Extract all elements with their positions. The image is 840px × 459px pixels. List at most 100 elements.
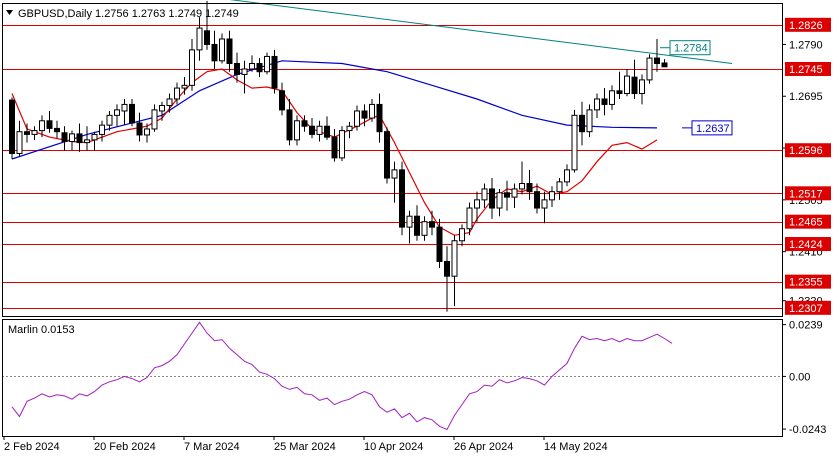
- candle-body-21: [166, 98, 173, 107]
- level-badge-6: [785, 274, 831, 289]
- candle-body-14: [114, 109, 120, 116]
- candle-body-38: [294, 120, 300, 141]
- candle-35: [271, 49, 278, 94]
- candle-54: [414, 205, 420, 241]
- candle-26: [204, 0, 210, 50]
- candle-body-68: [519, 182, 525, 190]
- candle-46: [354, 105, 360, 131]
- candle-42: [324, 116, 330, 140]
- candle-body-22: [174, 87, 180, 100]
- candle-body-2: [24, 131, 30, 135]
- candle-body-12: [99, 124, 105, 135]
- candle-86: [654, 38, 660, 72]
- level-badge-label-1: 1.2745: [789, 64, 823, 76]
- level-badge-label-6: 1.2355: [789, 277, 823, 289]
- candle-9: [76, 123, 83, 152]
- candle-body-32: [249, 63, 255, 70]
- candle-body-41: [316, 125, 323, 135]
- candle-body-75: [571, 114, 578, 171]
- candle-body-82: [624, 75, 630, 95]
- line-label-1: 1.2637: [696, 123, 730, 135]
- candle-body-79: [601, 98, 608, 105]
- candle-body-80: [609, 90, 615, 105]
- candle-body-9: [76, 133, 83, 144]
- candle-82: [624, 68, 630, 97]
- chart-frame: [2, 3, 783, 437]
- candle-70: [534, 183, 540, 214]
- candle-body-31: [241, 68, 248, 75]
- candle-87: [661, 59, 668, 68]
- candle-body-62: [474, 199, 480, 209]
- candle-body-5: [46, 120, 53, 129]
- candle-body-65: [496, 192, 503, 209]
- candle-body-11: [91, 133, 98, 141]
- candle-38: [294, 115, 300, 146]
- candle-28: [219, 33, 225, 64]
- candle-43: [331, 128, 338, 162]
- candle-body-16: [129, 103, 135, 124]
- candle-55: [421, 216, 428, 241]
- candle-body-15: [121, 103, 128, 112]
- candle-body-52: [399, 169, 405, 228]
- candle-29: [226, 30, 233, 72]
- collapse-triangle-icon[interactable]: [6, 10, 13, 15]
- candle-body-71: [541, 199, 548, 209]
- candle-22: [174, 82, 180, 105]
- candle-body-58: [444, 260, 450, 277]
- candle-71: [541, 191, 548, 224]
- candle-body-50: [384, 131, 390, 179]
- ma-line-0: [11, 60, 658, 160]
- candle-15: [121, 98, 128, 126]
- candle-75: [571, 109, 578, 173]
- candle-81: [616, 71, 623, 99]
- candle-47: [361, 104, 368, 127]
- candle-20: [159, 101, 165, 121]
- candle-body-1: [16, 131, 23, 155]
- level-badge-label-4: 1.2465: [789, 217, 823, 229]
- candle-body-13: [106, 114, 113, 126]
- candle-body-69: [526, 182, 533, 193]
- candle-44: [339, 126, 345, 162]
- candle-56: [429, 210, 435, 236]
- candle-85: [646, 54, 653, 84]
- candle-30: [234, 52, 240, 83]
- candle-51: [391, 161, 398, 203]
- date-label-5: 26 Apr 2024: [454, 441, 513, 453]
- candle-36: [279, 82, 285, 116]
- candle-body-51: [391, 169, 398, 179]
- date-label-4: 10 Apr 2024: [364, 441, 423, 453]
- candle-body-74: [564, 169, 570, 183]
- candle-83: [631, 59, 638, 99]
- candle-34: [264, 52, 270, 75]
- candle-32: [249, 55, 255, 72]
- candle-7: [61, 126, 68, 151]
- candle-58: [444, 246, 450, 312]
- candle-body-7: [61, 132, 68, 143]
- candle-41: [316, 120, 323, 142]
- candle-31: [241, 60, 248, 94]
- candle-18: [144, 123, 150, 143]
- candle-body-66: [504, 192, 510, 198]
- trendline: [229, 0, 733, 65]
- level-badge-3: [785, 186, 831, 201]
- date-label-6: 14 May 2024: [544, 441, 608, 453]
- candle-5: [46, 110, 53, 133]
- level-badge-label-3: 1.2517: [789, 188, 823, 200]
- candle-body-4: [39, 120, 45, 132]
- candle-body-19: [151, 109, 158, 130]
- candle-4: [39, 115, 45, 138]
- candle-24: [189, 38, 195, 91]
- candle-76: [579, 101, 585, 146]
- level-badge-2: [785, 143, 831, 158]
- candle-80: [609, 85, 615, 110]
- level-badge-label-5: 1.2424: [789, 239, 823, 251]
- candle-body-81: [616, 90, 623, 95]
- candle-body-64: [489, 188, 495, 209]
- candle-53: [406, 210, 413, 244]
- candle-21: [166, 93, 173, 113]
- candle-57: [436, 218, 443, 269]
- candle-45: [346, 121, 353, 139]
- candle-body-6: [54, 127, 60, 133]
- candle-body-60: [459, 228, 465, 242]
